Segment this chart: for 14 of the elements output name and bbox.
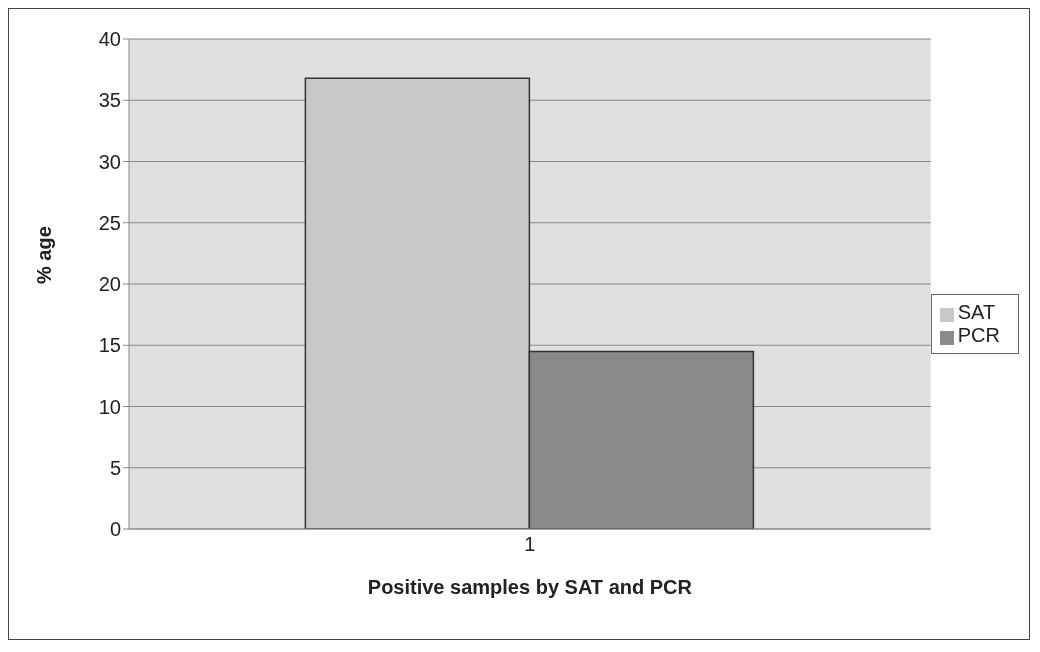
x-axis-title: Positive samples by SAT and PCR <box>367 576 693 598</box>
y-tick-label: 5 <box>109 456 121 479</box>
y-tick-label: 30 <box>98 150 121 173</box>
legend-label: PCR <box>957 324 1000 346</box>
y-tick-label: 40 <box>98 28 121 51</box>
y-tick-label: 25 <box>98 211 121 234</box>
y-axis-title: % age <box>33 226 56 284</box>
y-tick-label: 35 <box>98 89 121 112</box>
y-tick-label: 15 <box>98 334 121 357</box>
y-tick-label: 20 <box>98 273 121 296</box>
legend-label: SAT <box>957 301 996 323</box>
y-tick-label: 10 <box>98 395 121 418</box>
x-tick-label: 1 <box>524 533 536 556</box>
y-tick-label: 0 <box>109 518 121 541</box>
